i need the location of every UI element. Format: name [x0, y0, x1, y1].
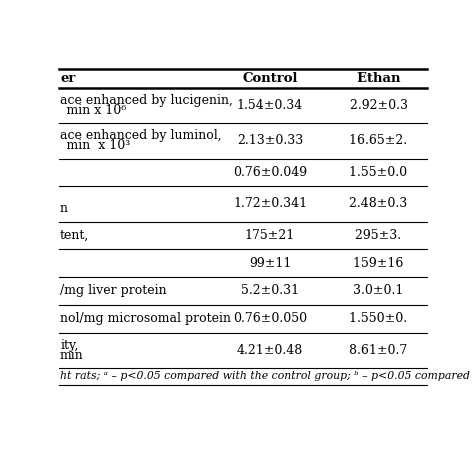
Text: Ethan⁠: Ethan⁠ [357, 72, 401, 85]
Text: min  x 10³: min x 10³ [60, 139, 130, 152]
Text: tent,: tent, [60, 229, 89, 242]
Text: 159±16⁠: 159±16⁠ [353, 257, 404, 270]
Text: 2.13±0.33: 2.13±0.33 [237, 134, 303, 147]
Text: 1.54±0.34: 1.54±0.34 [237, 99, 303, 112]
Text: 1.550±0.⁠: 1.550±0.⁠ [349, 312, 408, 325]
Text: 175±21: 175±21 [245, 229, 295, 242]
Text: ace enhanced by lucigenin,: ace enhanced by lucigenin, [60, 94, 233, 107]
Text: n: n [60, 202, 68, 216]
Text: 5.2±0.31: 5.2±0.31 [241, 284, 299, 298]
Text: Control: Control [242, 72, 298, 85]
Text: 3.0±0.1⁠: 3.0±0.1⁠ [353, 284, 404, 298]
Text: er: er [60, 72, 75, 85]
Text: ht rats; ᵃ – p<0.05 compared with the control group; ᵇ – p<0.05 compared w: ht rats; ᵃ – p<0.05 compared with the co… [60, 371, 474, 381]
Text: /mg liver protein: /mg liver protein [60, 284, 167, 298]
Text: min x 10⁶: min x 10⁶ [60, 104, 126, 117]
Text: 4.21±0.48: 4.21±0.48 [237, 344, 303, 357]
Text: 0.76±0.049: 0.76±0.049 [233, 166, 307, 179]
Text: 16.65±2.⁠: 16.65±2.⁠ [349, 134, 408, 147]
Text: 99±11: 99±11 [249, 257, 291, 270]
Text: 0.76±0.050: 0.76±0.050 [233, 312, 307, 325]
Text: 1.72±0.341: 1.72±0.341 [233, 198, 307, 210]
Text: ity,: ity, [60, 339, 78, 352]
Text: 2.92±0.3⁠: 2.92±0.3⁠ [349, 99, 408, 112]
Text: nol/mg microsomal protein: nol/mg microsomal protein [60, 312, 231, 325]
Text: 1.55±0.0⁠: 1.55±0.0⁠ [349, 166, 408, 179]
Text: ace enhanced by luminol,: ace enhanced by luminol, [60, 129, 222, 142]
Text: 295±3.⁠: 295±3.⁠ [356, 229, 401, 242]
Text: 8.61±0.7⁠: 8.61±0.7⁠ [349, 344, 408, 357]
Text: 2.48±0.3⁠: 2.48±0.3⁠ [349, 198, 408, 210]
Text: min: min [60, 349, 84, 362]
